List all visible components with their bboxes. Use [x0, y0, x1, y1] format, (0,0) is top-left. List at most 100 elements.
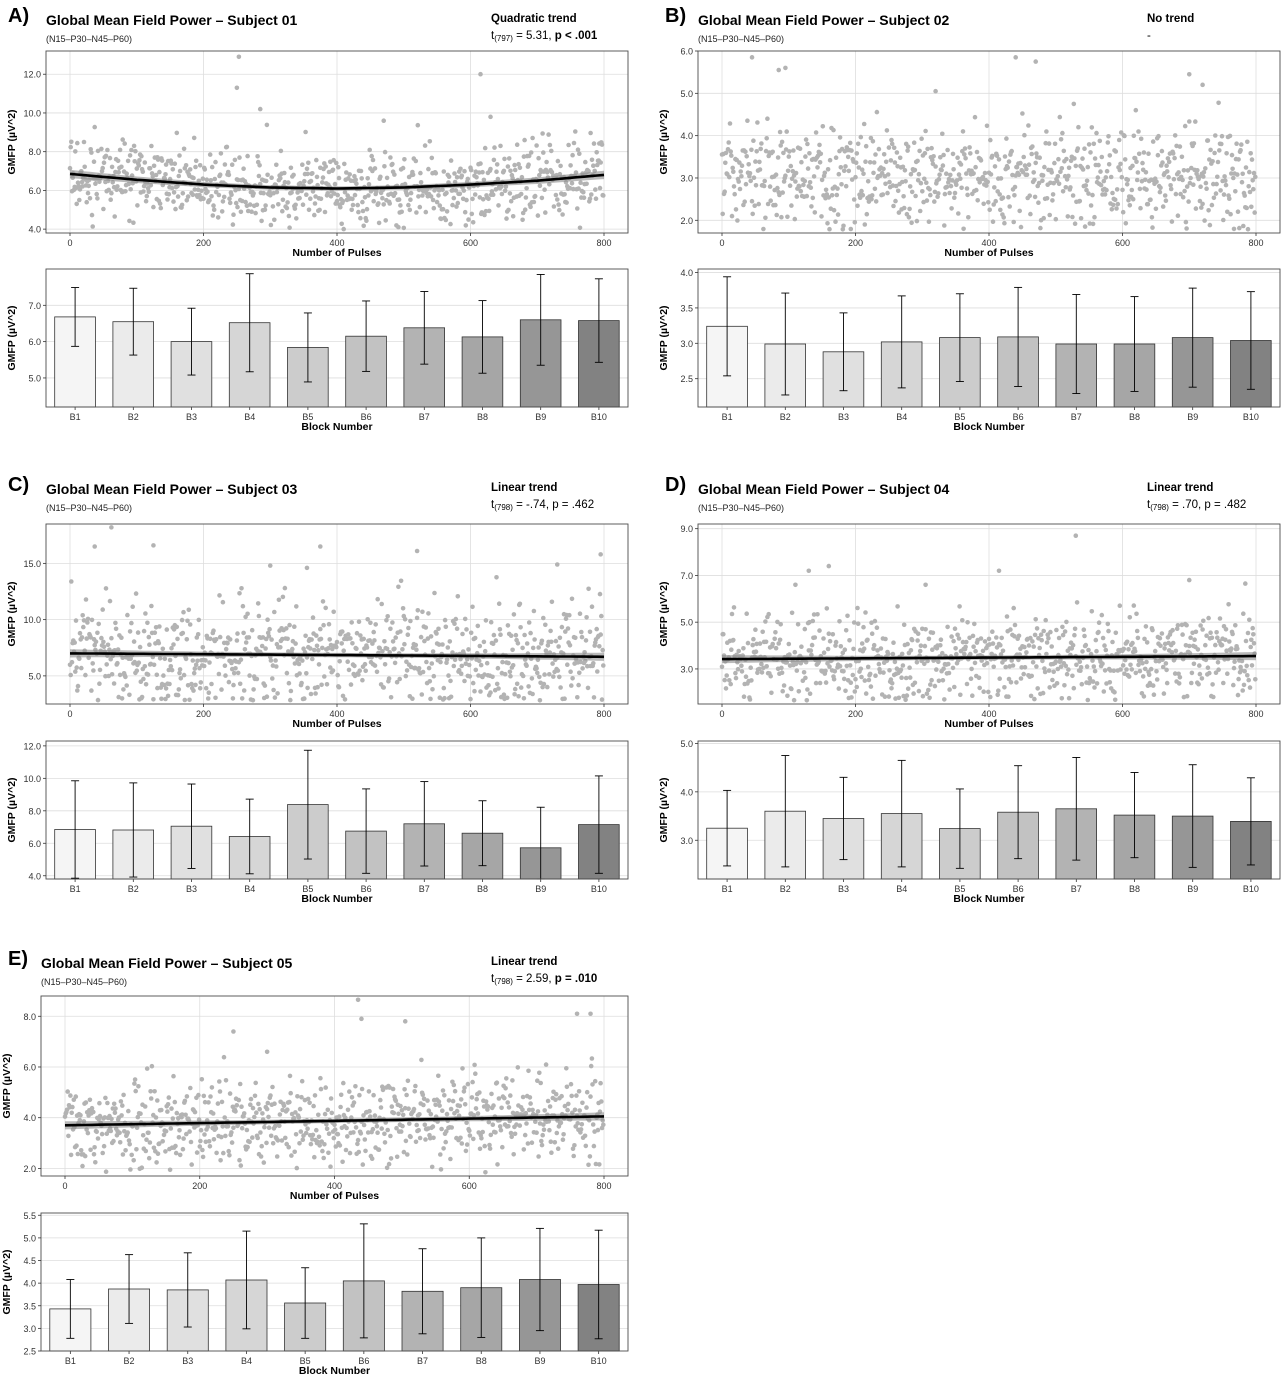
- data-point: [1150, 627, 1155, 633]
- data-point: [477, 643, 483, 649]
- data-point: [248, 1096, 254, 1102]
- data-point: [408, 190, 414, 196]
- data-point: [512, 1131, 518, 1137]
- data-point: [237, 155, 242, 160]
- data-point: [1121, 646, 1127, 652]
- data-point: [813, 130, 819, 135]
- data-point: [421, 1102, 426, 1108]
- data-point: [1109, 207, 1115, 212]
- data-point: [506, 1105, 512, 1110]
- x-tick-label: B1: [65, 1356, 76, 1366]
- data-point: [958, 162, 964, 167]
- data-point: [178, 676, 184, 681]
- x-tick-label: B7: [1071, 884, 1082, 894]
- data-point: [193, 164, 198, 170]
- data-point: [535, 1078, 540, 1083]
- data-point: [157, 656, 163, 661]
- data-point: [753, 627, 758, 632]
- data-point: [374, 1123, 380, 1129]
- data-point: [208, 1094, 213, 1099]
- data-point: [207, 198, 212, 203]
- data-point: [401, 225, 407, 231]
- data-point: [177, 153, 182, 158]
- x-tick-label: B7: [419, 884, 430, 894]
- data-point: [542, 187, 547, 192]
- data-point: [978, 158, 984, 163]
- data-point: [1084, 178, 1090, 184]
- data-point: [1134, 628, 1140, 634]
- data-point: [853, 174, 858, 180]
- data-point: [232, 157, 238, 163]
- data-point: [1219, 141, 1224, 147]
- data-point: [1158, 185, 1163, 190]
- data-point: [353, 1084, 358, 1089]
- y-tick-label: 5.0: [28, 671, 41, 681]
- data-point: [1119, 174, 1125, 180]
- x-tick-label: B10: [1243, 412, 1259, 422]
- data-point: [414, 210, 419, 215]
- y-tick-label: 4.0: [28, 225, 41, 235]
- data-point: [1159, 148, 1165, 154]
- data-point: [898, 667, 904, 673]
- data-point: [1225, 671, 1230, 676]
- data-point: [414, 548, 420, 554]
- stat-df: (798): [494, 503, 513, 512]
- data-point: [1192, 637, 1197, 642]
- data-point: [1010, 663, 1016, 668]
- data-point: [506, 156, 512, 161]
- data-point: [827, 226, 832, 232]
- data-point: [927, 187, 932, 192]
- data-point: [1046, 636, 1051, 641]
- data-point: [347, 1089, 352, 1094]
- data-point: [143, 1148, 149, 1154]
- data-point: [539, 195, 545, 201]
- data-point: [745, 118, 750, 123]
- data-point: [988, 694, 993, 700]
- data-point: [575, 695, 580, 700]
- data-point: [576, 186, 581, 191]
- data-point: [1243, 638, 1249, 644]
- data-point: [1148, 666, 1154, 672]
- data-point: [173, 206, 178, 212]
- data-point: [739, 174, 744, 179]
- data-point: [1105, 621, 1111, 627]
- data-point: [113, 1106, 118, 1111]
- data-point: [287, 1073, 293, 1079]
- data-point: [166, 1095, 172, 1100]
- data-point: [1197, 663, 1202, 668]
- data-point: [520, 210, 526, 216]
- data-point: [546, 132, 551, 137]
- data-point: [1138, 136, 1144, 142]
- panel-letter: C): [8, 474, 29, 496]
- data-point: [1178, 191, 1183, 197]
- data-point: [282, 179, 288, 185]
- data-point: [401, 1149, 407, 1155]
- data-point: [930, 157, 935, 163]
- data-point: [851, 646, 856, 652]
- data-point: [488, 619, 494, 625]
- data-point: [206, 690, 212, 695]
- data-point: [79, 665, 84, 671]
- data-point: [1066, 165, 1072, 171]
- data-point: [954, 651, 959, 657]
- data-point: [213, 695, 218, 701]
- panel-header: E) Global Mean Field Power – Subject 05(N…: [8, 948, 597, 987]
- data-point: [1053, 216, 1059, 222]
- data-point: [145, 620, 150, 626]
- data-point: [1120, 187, 1125, 193]
- data-point: [1253, 174, 1258, 180]
- data-point: [870, 696, 876, 701]
- data-point: [1170, 151, 1176, 156]
- data-point: [227, 200, 233, 206]
- data-point: [361, 1122, 367, 1128]
- data-point: [1209, 635, 1215, 641]
- data-point: [1100, 635, 1106, 641]
- data-point: [977, 685, 982, 691]
- x-tick-label: B3: [838, 884, 849, 894]
- data-point: [198, 1127, 204, 1133]
- data-point: [109, 164, 115, 170]
- data-point: [113, 620, 118, 626]
- data-point: [866, 677, 872, 683]
- data-point: [565, 626, 571, 631]
